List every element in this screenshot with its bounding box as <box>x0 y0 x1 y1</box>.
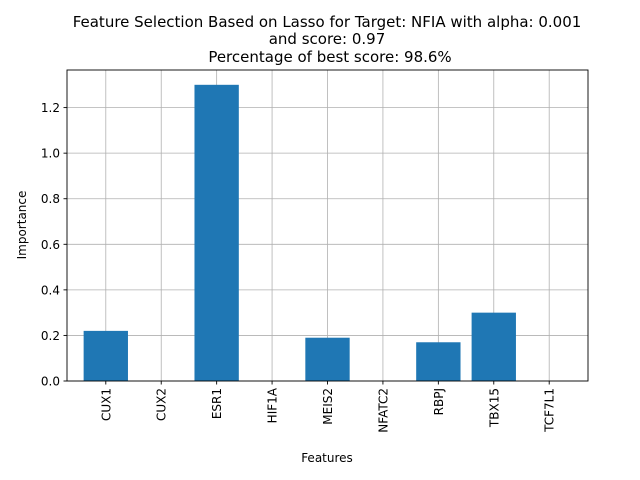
y-tick-label: 1.0 <box>41 147 60 161</box>
y-tick-label: 0.8 <box>41 192 60 206</box>
tick-labels: 0.0 0.2 0.4 0.6 0.8 1.0 1.2 CUX1 CUX2 ESR1 HIF1A ME… <box>41 101 557 433</box>
axes <box>63 69 589 385</box>
bar-tbx15 <box>471 312 516 381</box>
y-tick-label: 0.6 <box>41 238 60 252</box>
chart-title: Feature Selection Based on Lasso for Tar… <box>73 13 582 66</box>
bar-rbpj <box>416 342 461 381</box>
x-tick-label-rbpj: RBPJ <box>432 388 446 415</box>
y-tick-label: 0.0 <box>41 375 60 389</box>
chart-title-line-3: Percentage of best score: 98.6% <box>208 48 451 66</box>
x-tick-label-cux1: CUX1 <box>99 388 113 421</box>
x-axis-label: Features <box>301 451 353 465</box>
x-tick-label-meis2: MEIS2 <box>321 388 335 425</box>
x-tick-label-hif1a: HIF1A <box>266 387 280 423</box>
x-tick-label-tcf7l1: TCF7L1 <box>543 388 557 433</box>
y-tick-label: 0.2 <box>41 329 60 343</box>
chart-title-line-2: and score: 0.97 <box>269 30 386 48</box>
bars <box>83 84 516 382</box>
bar-esr1 <box>194 84 239 382</box>
y-axis-label: Importance <box>15 191 29 260</box>
y-tick-label: 0.4 <box>41 283 60 297</box>
bar-meis2 <box>305 337 350 381</box>
chart-title-line-1: Feature Selection Based on Lasso for Tar… <box>73 13 582 31</box>
x-tick-label-nfatc2: NFATC2 <box>376 388 390 433</box>
x-tick-label-tbx15: TBX15 <box>487 388 501 428</box>
x-tick-label-cux2: CUX2 <box>155 388 169 421</box>
bar-cux1 <box>83 330 128 381</box>
x-tick-label-esr1: ESR1 <box>210 388 224 419</box>
y-tick-label: 1.2 <box>41 101 60 115</box>
